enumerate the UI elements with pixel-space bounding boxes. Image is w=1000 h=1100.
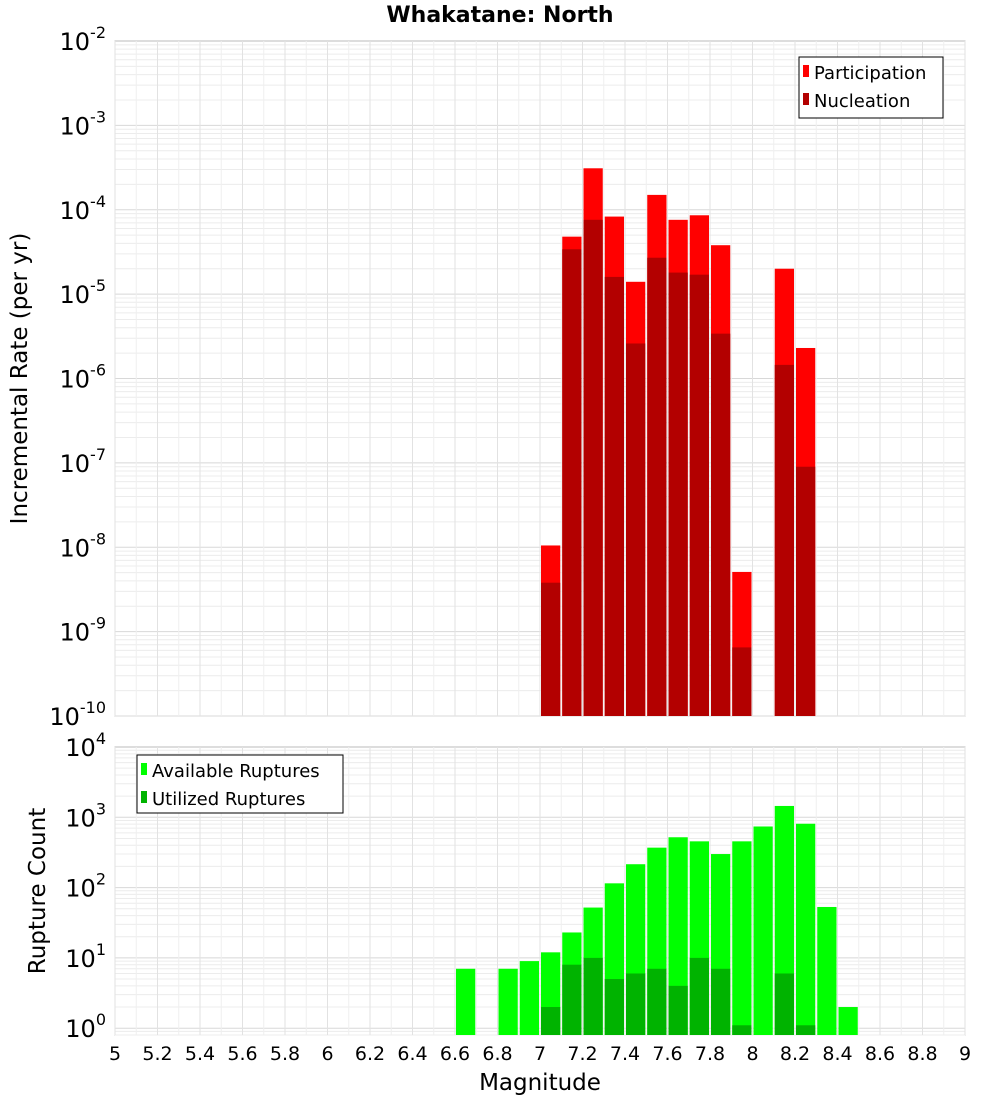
bar bbox=[774, 364, 794, 716]
y-tick-label: 10-4 bbox=[60, 192, 107, 225]
bar bbox=[711, 968, 731, 1035]
legend-swatch bbox=[803, 93, 809, 105]
y-tick-label: 10-9 bbox=[60, 614, 107, 647]
rupture-count-plot: 100 101 102 103 104 Rupture Count Available Ru… bbox=[25, 729, 971, 1096]
rate-plot: 10-10 10-9 10-8 10-7 10-6 10-5 10-4 10-3 10-2 Inc… bbox=[7, 23, 966, 731]
y-tick-label: 104 bbox=[65, 729, 106, 762]
y-tick-label: 10-6 bbox=[60, 361, 107, 394]
bar bbox=[647, 968, 667, 1035]
bar bbox=[541, 1007, 561, 1035]
bar bbox=[796, 466, 816, 716]
bar bbox=[626, 343, 646, 716]
bar bbox=[519, 961, 539, 1035]
y-tick-label: 103 bbox=[65, 799, 106, 832]
legend: Participation Nucleation bbox=[798, 56, 944, 119]
series-secondary bbox=[541, 219, 816, 717]
x-tick-label: 7.2 bbox=[567, 1043, 597, 1065]
bar bbox=[604, 276, 624, 716]
bar bbox=[817, 906, 837, 1035]
x-tick-label: 8.4 bbox=[822, 1043, 852, 1065]
y-tick-label: 10-8 bbox=[60, 529, 107, 562]
y-tick-label: 10-3 bbox=[60, 107, 107, 140]
x-tick-label: 5.4 bbox=[185, 1043, 215, 1065]
x-tick-label: 8.8 bbox=[907, 1043, 937, 1065]
bar bbox=[604, 979, 624, 1035]
legend-swatch bbox=[141, 763, 147, 775]
bar bbox=[626, 973, 646, 1035]
legend-label: Utilized Ruptures bbox=[152, 789, 305, 810]
bar bbox=[732, 647, 752, 716]
x-tick-label: 6.8 bbox=[482, 1043, 512, 1065]
x-tick-label: 8.6 bbox=[865, 1043, 895, 1065]
legend-label: Available Ruptures bbox=[152, 761, 320, 782]
bar bbox=[838, 1007, 858, 1035]
y-tick-label: 10-2 bbox=[60, 23, 107, 56]
bar bbox=[689, 957, 709, 1035]
bar bbox=[732, 1025, 752, 1035]
legend-box bbox=[136, 754, 344, 814]
x-tick-label: 7 bbox=[534, 1043, 546, 1065]
chart-title: Whakatane: North bbox=[386, 3, 613, 28]
bar bbox=[796, 1025, 816, 1035]
x-tick-label: 7.4 bbox=[610, 1043, 640, 1065]
bar bbox=[668, 837, 688, 1035]
x-tick-label: 6.4 bbox=[397, 1043, 427, 1065]
bar bbox=[753, 826, 773, 1035]
x-tick-label: 7.6 bbox=[652, 1043, 682, 1065]
y-tick-label: 10-10 bbox=[49, 698, 106, 731]
grid bbox=[114, 41, 966, 717]
x-tick-label: 6.2 bbox=[355, 1043, 385, 1065]
x-tick-label: 8 bbox=[746, 1043, 758, 1065]
legend: Available Ruptures Utilized Ruptures bbox=[136, 754, 344, 814]
legend-swatch bbox=[141, 791, 147, 803]
legend-label: Participation bbox=[814, 63, 926, 84]
x-axis-label: Magnitude bbox=[479, 1070, 601, 1096]
series-secondary bbox=[541, 957, 816, 1035]
x-tick-label: 6.6 bbox=[440, 1043, 470, 1065]
bar bbox=[689, 274, 709, 716]
y-tick-label: 100 bbox=[65, 1010, 106, 1043]
bar bbox=[562, 249, 582, 716]
y-tick-label: 10-7 bbox=[60, 445, 107, 478]
bar bbox=[668, 272, 688, 716]
y-axis-label: Rupture Count bbox=[25, 808, 51, 974]
bar bbox=[774, 973, 794, 1035]
bar bbox=[647, 257, 667, 716]
y-axis-ticks: 10-10 10-9 10-8 10-7 10-6 10-5 10-4 10-3 10-2 bbox=[49, 23, 106, 731]
legend-label: Nucleation bbox=[814, 91, 910, 112]
bar bbox=[562, 964, 582, 1035]
y-axis-label: Incremental Rate (per yr) bbox=[7, 233, 33, 525]
bar bbox=[732, 841, 752, 1035]
x-tick-label: 5.6 bbox=[227, 1043, 257, 1065]
legend-swatch bbox=[803, 65, 809, 77]
x-tick-label: 9 bbox=[959, 1043, 971, 1065]
bar bbox=[668, 985, 688, 1035]
x-tick-label: 7.8 bbox=[695, 1043, 725, 1065]
bar bbox=[583, 957, 603, 1035]
y-tick-label: 101 bbox=[65, 940, 106, 973]
bar bbox=[711, 333, 731, 716]
x-axis-ticks: 5 5.2 5.4 5.6 5.8 6 6.2 6.4 6.6 6.8 7 7.2 7.4 7.6 7.8 8… bbox=[109, 1043, 971, 1065]
bar bbox=[498, 968, 518, 1035]
x-tick-label: 5.8 bbox=[270, 1043, 300, 1065]
y-tick-label: 102 bbox=[65, 870, 106, 903]
y-axis-ticks: 100 101 102 103 104 bbox=[65, 729, 106, 1043]
bar bbox=[583, 219, 603, 717]
y-tick-label: 10-5 bbox=[60, 276, 107, 309]
x-tick-label: 6 bbox=[321, 1043, 333, 1065]
x-tick-label: 8.2 bbox=[780, 1043, 810, 1065]
bar bbox=[796, 823, 816, 1035]
x-tick-label: 5 bbox=[109, 1043, 121, 1065]
bar bbox=[541, 582, 561, 716]
x-tick-label: 5.2 bbox=[142, 1043, 172, 1065]
legend-box bbox=[798, 56, 944, 119]
bar bbox=[456, 968, 476, 1035]
